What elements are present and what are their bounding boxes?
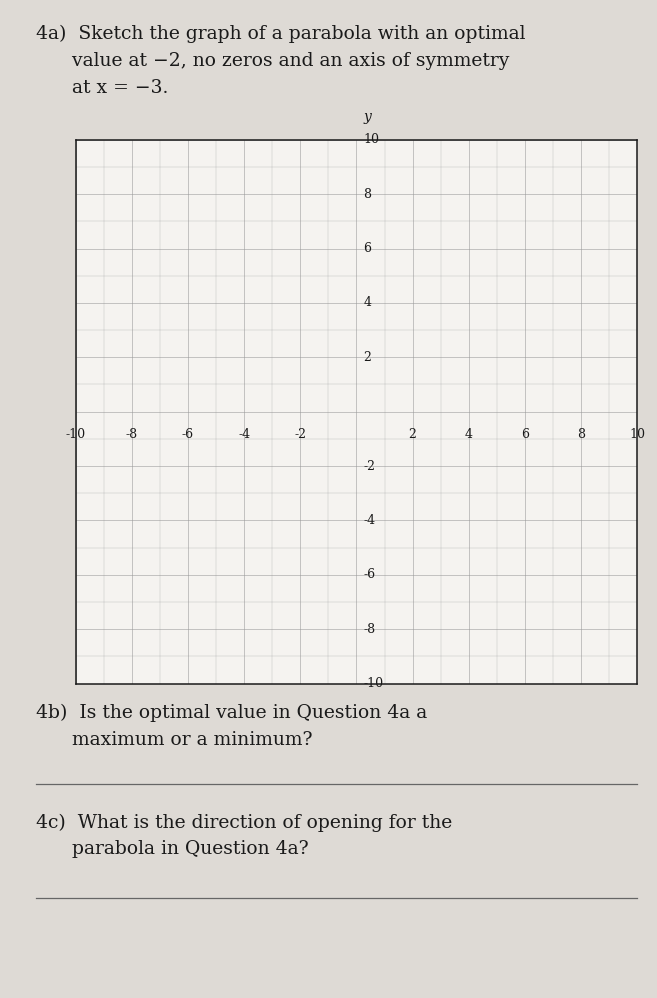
Text: 6: 6 — [521, 428, 529, 441]
Text: -4: -4 — [363, 514, 376, 527]
Text: -6: -6 — [363, 568, 376, 582]
Text: parabola in Question 4a?: parabola in Question 4a? — [36, 840, 309, 858]
Text: -10: -10 — [363, 677, 384, 691]
Text: -4: -4 — [238, 428, 250, 441]
Text: 10: 10 — [363, 133, 380, 147]
Text: 2: 2 — [409, 428, 417, 441]
Text: at x = −3.: at x = −3. — [36, 79, 168, 97]
Text: -10: -10 — [66, 428, 85, 441]
Text: -2: -2 — [294, 428, 306, 441]
Text: 4a)  Sketch the graph of a parabola with an optimal: 4a) Sketch the graph of a parabola with … — [36, 25, 526, 43]
Text: 4c)  What is the direction of opening for the: 4c) What is the direction of opening for… — [36, 813, 453, 831]
Text: -2: -2 — [363, 459, 375, 473]
Text: 4b)  Is the optimal value in Question 4a a: 4b) Is the optimal value in Question 4a … — [36, 704, 428, 722]
Text: -8: -8 — [363, 623, 376, 636]
Text: maximum or a minimum?: maximum or a minimum? — [36, 731, 313, 748]
Text: value at −2, no zeros and an axis of symmetry: value at −2, no zeros and an axis of sym… — [36, 52, 510, 70]
Text: 4: 4 — [464, 428, 473, 441]
Text: 10: 10 — [629, 428, 645, 441]
Text: -6: -6 — [182, 428, 194, 441]
Text: y: y — [363, 110, 371, 124]
Text: 4: 4 — [363, 296, 371, 309]
Text: 8: 8 — [363, 188, 371, 201]
Text: 6: 6 — [363, 242, 371, 255]
Text: 2: 2 — [363, 350, 371, 364]
Text: -8: -8 — [125, 428, 138, 441]
Text: 8: 8 — [577, 428, 585, 441]
